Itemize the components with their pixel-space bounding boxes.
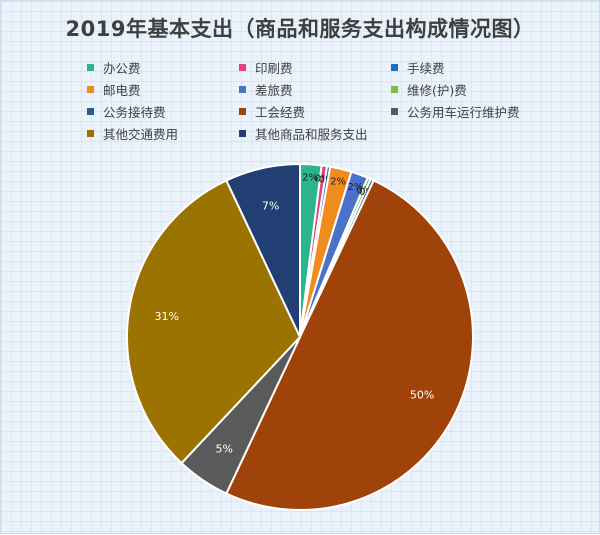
legend-item[interactable]: 手续费 [391,57,547,77]
slice-data-label: 7% [262,199,279,212]
legend-item[interactable]: 维修(护)费 [391,79,547,99]
legend-item[interactable]: 其他商品和服务支出 [239,123,391,143]
legend-swatch [87,129,94,137]
legend-label: 公务用车运行维护费 [407,104,520,120]
legend-label: 印刷费 [255,60,293,76]
legend-swatch [239,63,246,71]
slice-data-label: 2% [302,172,318,183]
chart-title: 2019年基本支出（商品和服务支出构成情况图） [65,17,535,41]
legend-swatch [239,129,246,137]
legend-label: 工会经费 [255,104,306,120]
legend-swatch [87,107,94,115]
legend-item[interactable]: 其他交通费用 [87,123,239,143]
legend: 办公费 印刷费 手续费邮电费 差旅费 维修(护)费公务接待费 工会经费 公务用车运行维护费其… [87,57,547,143]
slice-data-label: 31% [154,310,178,323]
legend-item[interactable]: 公务接待费 [87,101,239,121]
legend-swatch [239,107,246,115]
pie-slice[interactable] [125,179,302,465]
legend-label: 手续费 [407,60,445,76]
legend-swatch [239,85,246,93]
legend-item[interactable]: 差旅费 [239,79,391,99]
legend-item[interactable]: 邮电费 [87,79,239,99]
slice-data-label: 0% [315,174,331,185]
slice-data-label: 5% [215,443,232,456]
slice-data-label: 50% [410,389,434,402]
legend-item[interactable]: 办公费 [87,57,239,77]
legend-label: 公务接待费 [103,104,166,120]
legend-swatch [391,63,398,71]
legend-label: 办公费 [103,60,141,76]
slice-data-label: 0% [319,174,335,185]
slice-data-label: 2% [347,182,363,193]
legend-label: 维修(护)费 [407,82,467,98]
legend-label: 邮电费 [103,82,141,98]
pie-slice[interactable] [225,179,475,512]
legend-swatch [391,107,398,115]
legend-item[interactable]: 印刷费 [239,57,391,77]
legend-label: 其他交通费用 [103,126,179,142]
legend-swatch [87,63,94,71]
legend-item[interactable]: 公务用车运行维护费 [391,101,547,121]
legend-label: 其他商品和服务支出 [255,126,368,142]
legend-swatch [391,85,398,93]
slice-data-label: 2% [330,177,346,188]
legend-item[interactable]: 工会经费 [239,101,391,121]
legend-label: 差旅费 [255,82,293,98]
legend-swatch [87,85,94,93]
pie-slice[interactable] [225,162,301,338]
